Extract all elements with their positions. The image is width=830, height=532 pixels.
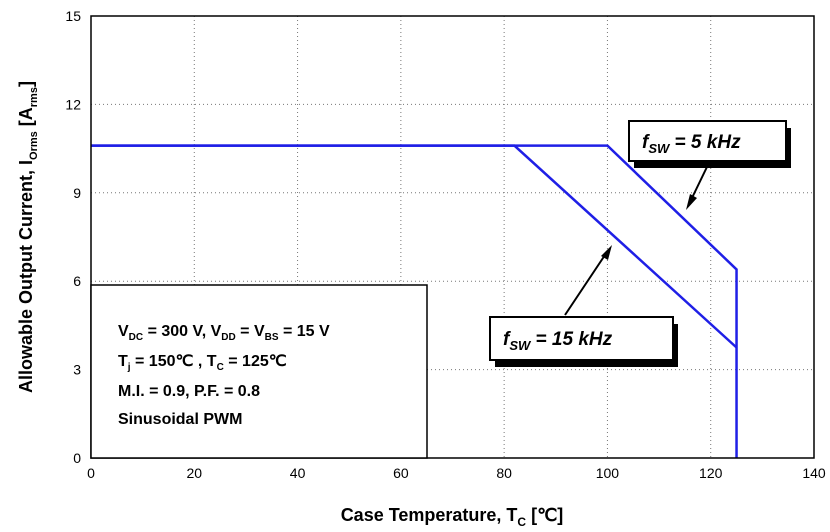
x-axis-label: Case Temperature, TC [℃] [341,505,564,529]
y-tick-label: 3 [73,362,81,378]
x-tick-label: 80 [496,465,512,481]
x-tick-label: 40 [290,465,306,481]
y-tick-label: 9 [73,185,81,201]
plot-frame [90,15,815,459]
callout-15khz-text: fSW = 15 kHz [503,329,613,353]
y-tick-label: 6 [73,273,81,289]
x-tick-label: 100 [596,465,620,481]
y-tick-label: 15 [65,8,81,24]
arrow-15khz-head [601,245,612,260]
conditions-line-3: M.I. = 0.9, P.F. = 0.8 [118,383,260,400]
y-tick-labels: 0 3 6 9 12 15 [65,8,81,466]
x-tick-label: 120 [699,465,723,481]
callout-15khz: fSW = 15 kHz [489,316,678,367]
conditions-line-1: VDC = 300 V, VDD = VBS = 15 V [118,323,330,343]
callout-5khz: fSW = 5 kHz [628,120,791,168]
y-tick-label: 12 [65,96,81,112]
x-tick-label: 20 [186,465,202,481]
y-axis-label: Allowable Output Current, IOrms [Arms] [16,81,40,393]
series-lines [91,144,738,458]
callout-5khz-text: fSW = 5 kHz [642,132,741,156]
conditions-line-2: Tj = 150℃ , TC = 125℃ [118,353,287,373]
x-tick-label: 140 [802,465,826,481]
conditions-line-4: Sinusoidal PWM [118,411,242,428]
x-tick-label: 0 [87,465,95,481]
x-tick-label: 60 [393,465,409,481]
arrow-5khz-head [686,194,697,210]
y-tick-label: 0 [73,450,81,466]
arrow-15khz-line [564,254,606,316]
x-tick-labels: 0 20 40 60 80 100 120 140 [87,465,826,481]
series-line-15khz [91,144,738,349]
conditions-box: VDC = 300 V, VDD = VBS = 15 V Tj = 150℃ … [90,284,428,459]
